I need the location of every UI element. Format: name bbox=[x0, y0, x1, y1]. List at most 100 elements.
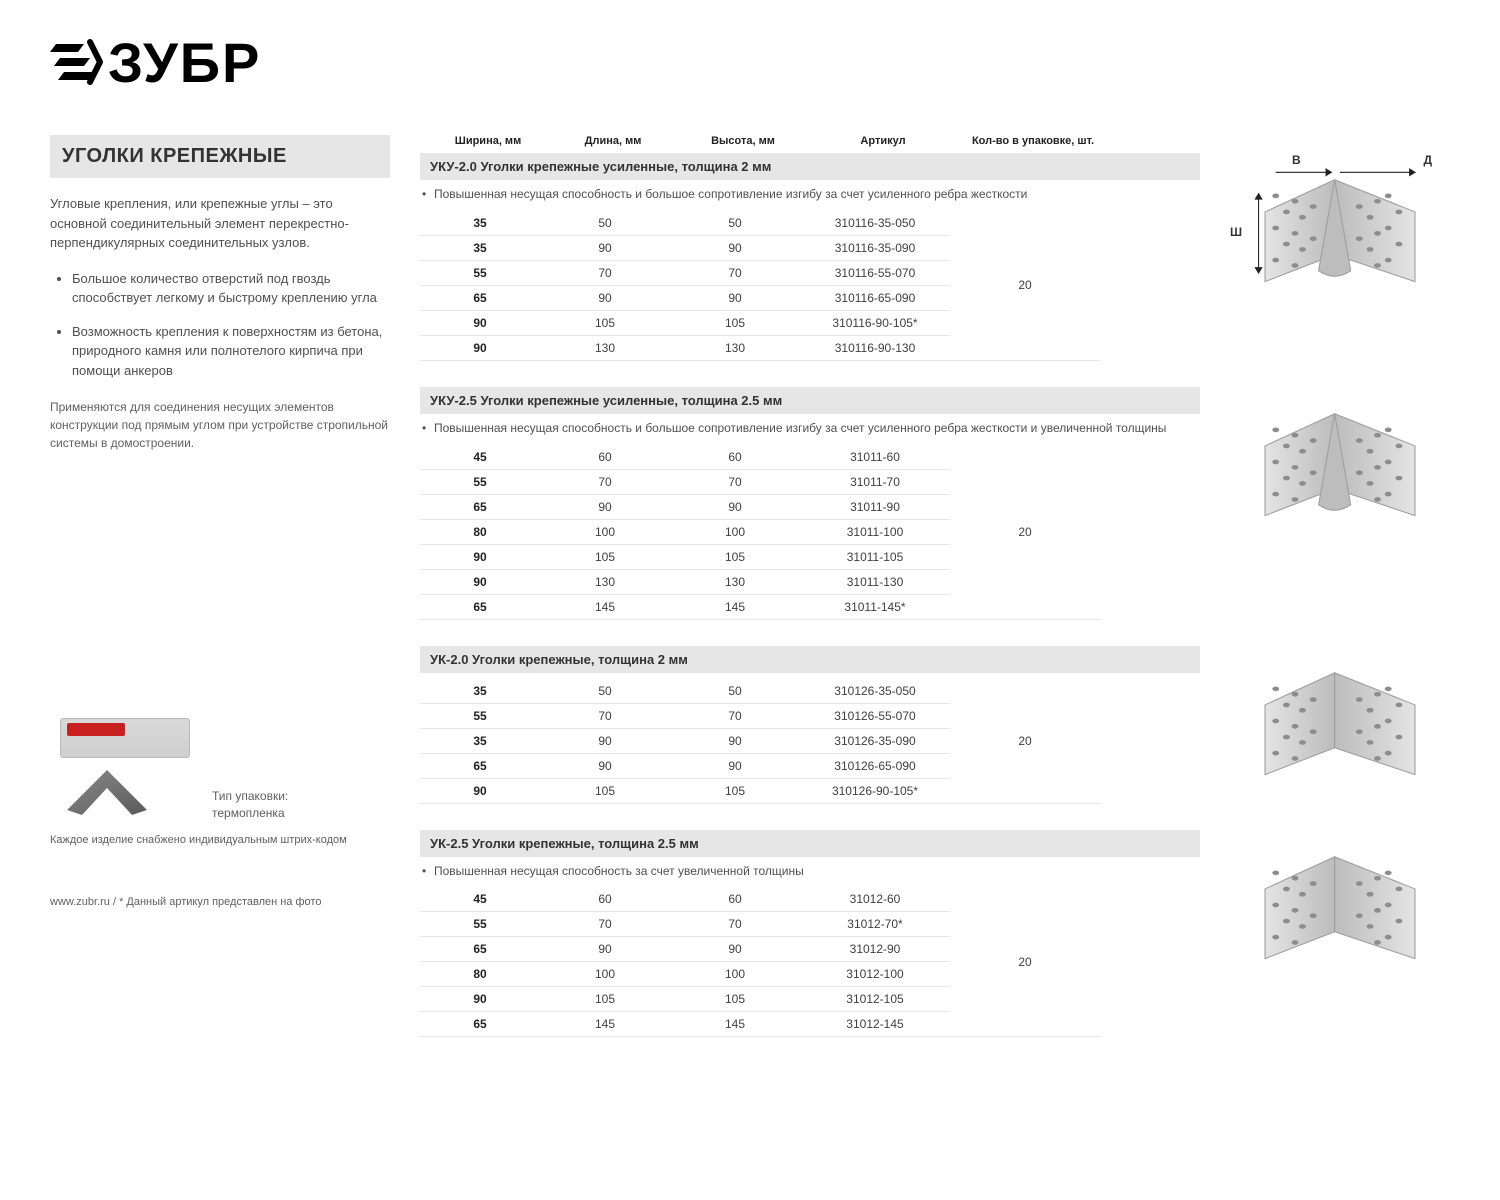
cell-length: 130 bbox=[540, 335, 670, 360]
cell-height: 90 bbox=[670, 937, 800, 962]
cell-width: 65 bbox=[420, 1012, 540, 1037]
cell-length: 90 bbox=[540, 728, 670, 753]
cell-width: 55 bbox=[420, 703, 540, 728]
section-note: Повышенная несущая способность за счет у… bbox=[420, 863, 1200, 880]
table-row: 45 60 60 31011-60 20 bbox=[420, 445, 1100, 470]
cell-height: 70 bbox=[670, 912, 800, 937]
cell-article: 310126-65-090 bbox=[800, 753, 950, 778]
section-header: УКУ-2.0 Уголки крепежные усиленные, толщ… bbox=[420, 153, 1200, 180]
intro-text: Угловые крепления, или крепежные углы – … bbox=[50, 194, 390, 253]
cell-width: 80 bbox=[420, 962, 540, 987]
package-bracket-icon bbox=[62, 760, 152, 818]
logo-icon bbox=[50, 36, 104, 90]
cell-article: 310126-35-050 bbox=[800, 679, 950, 704]
col-header: Ширина, мм bbox=[428, 135, 548, 147]
product-section: УК-2.0 Уголки крепежные, толщина 2 мм 35… bbox=[420, 646, 1450, 804]
cell-height: 90 bbox=[670, 753, 800, 778]
cell-height: 90 bbox=[670, 285, 800, 310]
section-header: УКУ-2.5 Уголки крепежные усиленные, толщ… bbox=[420, 387, 1200, 414]
package-caption-line: термопленка bbox=[212, 805, 288, 822]
section-header: УК-2.5 Уголки крепежные, толщина 2.5 мм bbox=[420, 830, 1200, 857]
data-table: 35 50 50 310116-35-050 20 35 90 90 31011… bbox=[420, 211, 1100, 361]
dim-label: В bbox=[1292, 153, 1301, 167]
cell-height: 105 bbox=[670, 544, 800, 569]
cell-article: 31011-105 bbox=[800, 544, 950, 569]
cell-article: 31011-70 bbox=[800, 469, 950, 494]
cell-article: 31011-60 bbox=[800, 445, 950, 470]
cell-length: 90 bbox=[540, 285, 670, 310]
cell-article: 31012-60 bbox=[800, 887, 950, 912]
cell-article: 31011-130 bbox=[800, 569, 950, 594]
data-table: 45 60 60 31011-60 20 55 70 70 31011-70 6… bbox=[420, 445, 1100, 620]
cell-length: 70 bbox=[540, 469, 670, 494]
cell-length: 90 bbox=[540, 937, 670, 962]
cell-height: 50 bbox=[670, 679, 800, 704]
cell-width: 90 bbox=[420, 544, 540, 569]
cell-pack: 20 bbox=[950, 887, 1100, 1037]
package-image bbox=[50, 712, 200, 822]
cell-width: 90 bbox=[420, 987, 540, 1012]
brand-logo: ЗУБР bbox=[50, 30, 1450, 95]
feature-item: Большое количество отверстий под гвоздь … bbox=[72, 269, 390, 308]
cell-length: 145 bbox=[540, 594, 670, 619]
cell-length: 70 bbox=[540, 912, 670, 937]
cell-height: 70 bbox=[670, 703, 800, 728]
cell-width: 90 bbox=[420, 335, 540, 360]
cell-height: 90 bbox=[670, 235, 800, 260]
cell-height: 145 bbox=[670, 594, 800, 619]
cell-article: 310116-90-105* bbox=[800, 310, 950, 335]
cell-width: 35 bbox=[420, 211, 540, 236]
cell-article: 310126-90-105* bbox=[800, 778, 950, 803]
cell-length: 70 bbox=[540, 260, 670, 285]
cell-length: 145 bbox=[540, 1012, 670, 1037]
barcode-note: Каждое изделие снабжено индивидуальным ш… bbox=[50, 834, 390, 846]
cell-width: 90 bbox=[420, 569, 540, 594]
cell-height: 105 bbox=[670, 778, 800, 803]
cell-article: 310116-55-070 bbox=[800, 260, 950, 285]
cell-height: 145 bbox=[670, 1012, 800, 1037]
cell-width: 65 bbox=[420, 937, 540, 962]
cell-article: 310116-90-130 bbox=[800, 335, 950, 360]
cell-article: 310126-35-090 bbox=[800, 728, 950, 753]
cell-article: 31012-100 bbox=[800, 962, 950, 987]
product-image bbox=[1230, 646, 1450, 796]
cell-width: 65 bbox=[420, 594, 540, 619]
cell-article: 31012-145 bbox=[800, 1012, 950, 1037]
cell-length: 70 bbox=[540, 703, 670, 728]
cell-length: 90 bbox=[540, 235, 670, 260]
cell-length: 105 bbox=[540, 987, 670, 1012]
cell-height: 100 bbox=[670, 519, 800, 544]
footer-note: www.zubr.ru / * Данный артикул представл… bbox=[50, 896, 390, 908]
cell-height: 100 bbox=[670, 962, 800, 987]
usage-text: Применяются для соединения несущих элеме… bbox=[50, 398, 390, 452]
package-block: Тип упаковки: термопленка bbox=[50, 712, 390, 822]
cell-height: 105 bbox=[670, 987, 800, 1012]
cell-length: 60 bbox=[540, 887, 670, 912]
col-header: Высота, мм bbox=[678, 135, 808, 147]
cell-pack: 20 bbox=[950, 445, 1100, 620]
package-caption: Тип упаковки: термопленка bbox=[212, 788, 288, 822]
data-table: 45 60 60 31012-60 20 55 70 70 31012-70* … bbox=[420, 887, 1100, 1037]
cell-article: 310116-35-090 bbox=[800, 235, 950, 260]
product-image: ВДШ bbox=[1230, 153, 1450, 303]
cell-width: 45 bbox=[420, 887, 540, 912]
table-row: 35 50 50 310126-35-050 20 bbox=[420, 679, 1100, 704]
cell-width: 35 bbox=[420, 728, 540, 753]
cell-length: 60 bbox=[540, 445, 670, 470]
cell-width: 90 bbox=[420, 778, 540, 803]
col-header: Артикул bbox=[808, 135, 958, 147]
cell-article: 31011-90 bbox=[800, 494, 950, 519]
col-header: Кол-во в упаковке, шт. bbox=[958, 135, 1108, 147]
cell-article: 31012-105 bbox=[800, 987, 950, 1012]
sidebar: УГОЛКИ КРЕПЕЖНЫЕ Угловые крепления, или … bbox=[50, 135, 390, 1063]
product-image bbox=[1230, 830, 1450, 980]
cell-width: 80 bbox=[420, 519, 540, 544]
data-table: 35 50 50 310126-35-050 20 55 70 70 31012… bbox=[420, 679, 1100, 804]
cell-article: 31012-90 bbox=[800, 937, 950, 962]
dim-label: Д bbox=[1423, 153, 1432, 167]
cell-height: 60 bbox=[670, 445, 800, 470]
cell-width: 55 bbox=[420, 469, 540, 494]
cell-width: 90 bbox=[420, 310, 540, 335]
cell-width: 65 bbox=[420, 494, 540, 519]
cell-article: 310116-35-050 bbox=[800, 211, 950, 236]
